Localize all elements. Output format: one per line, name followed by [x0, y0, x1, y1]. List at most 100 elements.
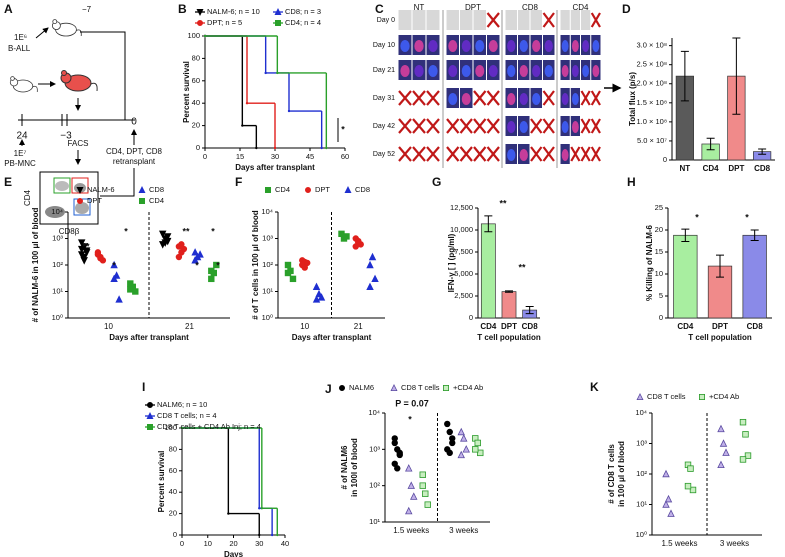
y-tick-label: 10¹ [52, 286, 63, 295]
label: −7 [82, 5, 92, 14]
dead-mark [580, 90, 591, 106]
panel-letter: E [4, 175, 12, 189]
y-tick-label: 10⁴ [635, 408, 647, 417]
dot [77, 239, 86, 247]
signal [475, 65, 485, 77]
x-tick-label: 30 [255, 539, 263, 548]
legend-marker [338, 384, 345, 391]
x-tick-label: NT [680, 164, 691, 173]
legend-marker [196, 19, 203, 26]
dot [366, 282, 374, 291]
y-tick-label: 20 [192, 121, 200, 130]
y-tick-label: 10² [262, 260, 273, 269]
signal [519, 40, 528, 52]
dead-mark [590, 90, 601, 106]
dead-mark [446, 118, 460, 134]
error-bar [525, 306, 534, 315]
x-tick-label: CD8 [754, 164, 771, 173]
y-tick-label: 10⁴ [51, 207, 63, 216]
legend-label: DPT [87, 196, 102, 205]
legend-label: NALM6; n = 10 [157, 400, 207, 409]
image-cell [570, 10, 580, 30]
x-tick-label: 21 [185, 322, 194, 331]
y-tick-label: 1.5 × 10⁸ [637, 98, 667, 107]
label: 24 [16, 131, 28, 142]
x-tick-label: CD4 [703, 164, 720, 173]
dead-mark [486, 118, 500, 134]
mouse [51, 19, 82, 37]
dead-mark [530, 146, 543, 162]
legend-label: CD8 [355, 185, 370, 194]
y-tick-label: 10¹ [636, 499, 647, 508]
bar [480, 223, 496, 319]
day-label: Day 31 [373, 95, 395, 102]
y-tick-label: 0 [196, 143, 200, 152]
dot [208, 275, 215, 283]
legend-label: CD8 T cells [647, 392, 686, 401]
legend-label: CD8 [149, 185, 164, 194]
annotation: ** [499, 198, 507, 208]
connector [100, 168, 135, 197]
x-tick-label: 45 [306, 152, 314, 161]
y-tick-label: 2.5 × 10⁸ [637, 60, 667, 69]
dot [739, 456, 747, 463]
dot [667, 509, 675, 517]
y-tick-label: 80 [192, 53, 200, 62]
dot [405, 506, 413, 515]
dot [343, 233, 350, 240]
dot [457, 427, 465, 436]
image-cell [518, 10, 530, 30]
survival-point [258, 507, 261, 510]
x-tick-label: 10 [204, 539, 212, 548]
error-bar [706, 137, 715, 151]
dot [477, 449, 484, 457]
axis-label: CD4 [23, 189, 32, 206]
dead-mark [459, 118, 473, 134]
y-tick-label: 10⁰ [52, 313, 63, 322]
annotation: ** [182, 226, 190, 236]
y-axis-label: in 100 μl of blood [617, 441, 626, 507]
y-tick-label: 10¹ [262, 286, 273, 295]
annotation: * [695, 212, 699, 222]
error-bar [681, 228, 690, 242]
y-tick-label: 0 [663, 155, 667, 164]
annotation: * [124, 226, 128, 236]
x-tick-label: DPT [728, 164, 744, 173]
y-tick-label: 100 [164, 423, 177, 432]
dot [368, 252, 377, 261]
survival-point [325, 146, 328, 150]
dot [444, 420, 451, 428]
signal [532, 93, 541, 105]
dot [664, 494, 673, 503]
error-bar [750, 229, 759, 242]
x-axis-label: Days [224, 550, 244, 557]
signal [488, 65, 498, 77]
dot [178, 241, 185, 248]
dot [462, 445, 470, 453]
signal [571, 121, 579, 133]
y-tick-label: 100 [187, 31, 200, 40]
panel-letter: A [4, 2, 13, 16]
annotation: ** [518, 262, 526, 272]
x-axis-label: T cell population [477, 333, 541, 342]
dead-mark [486, 12, 500, 28]
y-tick-label: 10² [52, 260, 63, 269]
dead-mark [590, 12, 601, 28]
image-cell [505, 10, 517, 30]
signal [571, 65, 579, 77]
legend-label: CD8 T cells [401, 383, 440, 392]
dot [191, 256, 199, 264]
flow-population [55, 181, 69, 191]
legend-marker [274, 19, 281, 26]
y-tick-label: 20 [655, 225, 663, 234]
signal [561, 121, 569, 133]
y-tick-label: 10⁴ [368, 408, 380, 417]
legend-marker [274, 7, 282, 16]
arrow [35, 27, 49, 39]
legend-marker [138, 197, 145, 204]
signal [448, 40, 458, 52]
dead-mark [530, 118, 543, 134]
dot [396, 449, 403, 457]
legend-label: CD8 T cells + CD4 Ab Inj; n = 4 [157, 422, 261, 431]
y-axis-label: # of NALM-6 in 100 μl of blood [31, 208, 40, 323]
